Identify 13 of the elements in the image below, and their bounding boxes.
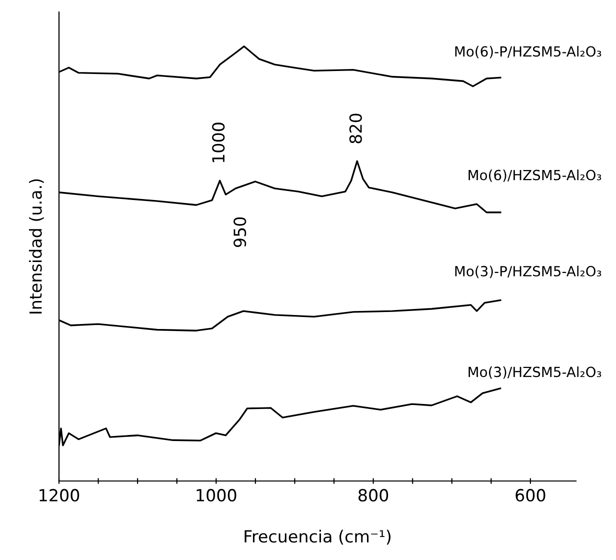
x-tick-label: 1000	[196, 488, 236, 502]
annotation: 820	[349, 114, 362, 144]
annotation: 1000	[212, 122, 225, 162]
x-tick-label: 800	[358, 488, 388, 502]
series-label: Mo(6)/HZSM5-Al₂O₃	[468, 170, 602, 182]
y-axis-title: Intensidad (u.a.)	[28, 179, 44, 314]
x-tick-label: 1200	[40, 488, 80, 502]
x-axis-title: Frecuencia (cm⁻¹)	[244, 530, 390, 545]
annotation: 950	[234, 217, 246, 248]
series-label: Mo(6)-P/HZSM5-Al₂O₃	[455, 46, 602, 58]
text: Mo(3)-P/HZSM5-Al₂O₃	[455, 266, 602, 278]
series-label: Mo(3)/HZSM5-Al₂O₃	[468, 366, 602, 379]
x-tick-label: 600	[516, 488, 546, 502]
